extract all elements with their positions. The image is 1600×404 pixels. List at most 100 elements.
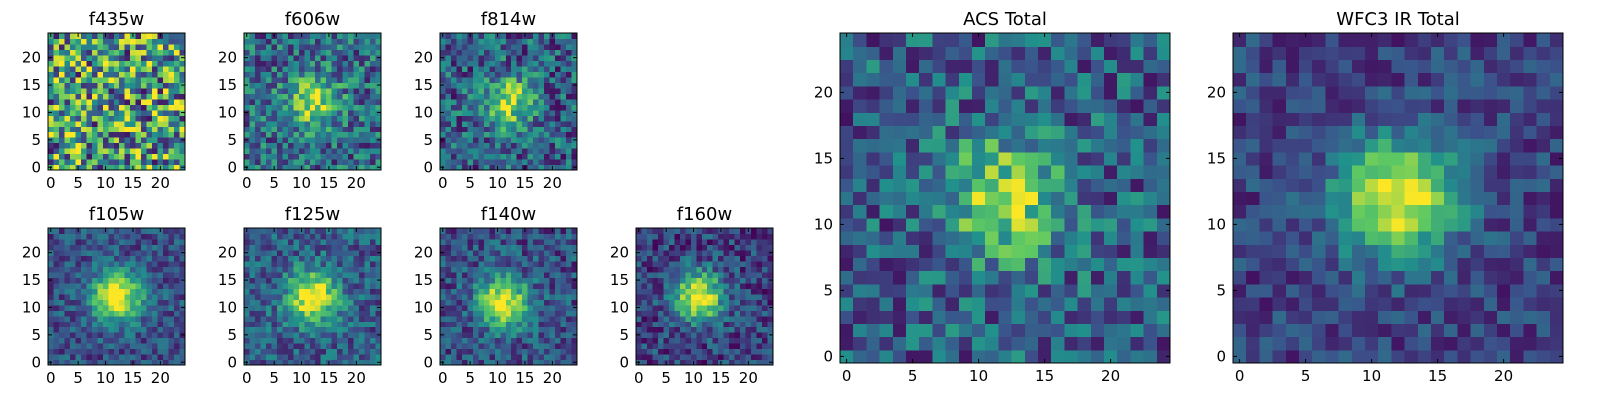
heatmap-cell: [64, 49, 70, 55]
heatmap-cell: [277, 283, 283, 289]
heatmap-cell: [555, 305, 561, 311]
heatmap-cell: [310, 110, 316, 116]
heatmap-cell: [500, 343, 506, 349]
heatmap-cell: [636, 349, 642, 355]
heatmap-cell: [48, 261, 54, 267]
heatmap-cell: [561, 310, 567, 316]
heatmap-cell: [260, 250, 266, 256]
heatmap-cell: [674, 305, 680, 311]
heatmap-cell: [321, 132, 327, 138]
heatmap-cell: [282, 55, 288, 61]
heatmap-cell: [473, 132, 479, 138]
heatmap-cell: [169, 349, 175, 355]
heatmap-cell: [59, 316, 65, 322]
heatmap-cell: [114, 99, 120, 105]
heatmap-cell: [315, 277, 321, 283]
heatmap-cell: [462, 233, 468, 239]
y-tick-label: 0: [31, 353, 41, 371]
heatmap-cell: [271, 283, 277, 289]
heatmap-cell: [880, 297, 894, 311]
heatmap-cell: [506, 343, 512, 349]
heatmap-cell: [932, 178, 946, 192]
heatmap-cell: [359, 159, 365, 165]
heatmap-cell: [249, 327, 255, 333]
heatmap-cell: [680, 255, 686, 261]
heatmap-cell: [555, 261, 561, 267]
heatmap-cell: [92, 126, 98, 132]
heatmap-cell: [282, 294, 288, 300]
heatmap-cell: [566, 250, 572, 256]
heatmap-cell: [972, 310, 986, 324]
heatmap-cell: [282, 159, 288, 165]
heatmap-cell: [647, 316, 653, 322]
heatmap-cell: [462, 327, 468, 333]
heatmap-cell: [893, 165, 907, 179]
heatmap-cell: [718, 310, 724, 316]
heatmap-cell: [81, 88, 87, 94]
heatmap-cell: [506, 126, 512, 132]
heatmap-cell: [561, 327, 567, 333]
heatmap-cell: [866, 257, 880, 271]
heatmap-cell: [271, 288, 277, 294]
heatmap-cell: [260, 137, 266, 143]
heatmap-cell: [81, 71, 87, 77]
heatmap-cell: [473, 93, 479, 99]
heatmap-cell: [92, 38, 98, 44]
heatmap-cell: [348, 332, 354, 338]
heatmap-cell: [1012, 205, 1026, 219]
heatmap-cell: [880, 310, 894, 324]
heatmap-cell: [53, 93, 59, 99]
heatmap-cell: [561, 321, 567, 327]
heatmap-cell: [707, 354, 713, 360]
heatmap-cell: [119, 55, 125, 61]
heatmap-cell: [674, 261, 680, 267]
heatmap-cell: [550, 60, 556, 66]
heatmap-cell: [288, 349, 294, 355]
y-tick-label: 20: [414, 49, 433, 67]
heatmap-cell: [244, 239, 250, 245]
heatmap-cell: [282, 115, 288, 121]
heatmap-cell: [522, 143, 528, 149]
heatmap-cell: [310, 66, 316, 72]
heatmap-cell: [288, 354, 294, 360]
heatmap-cell: [75, 266, 81, 272]
heatmap-cell: [561, 299, 567, 305]
heatmap-cell: [299, 44, 305, 50]
heatmap-cell: [271, 104, 277, 110]
heatmap-cell: [337, 283, 343, 289]
heatmap-cell: [244, 44, 250, 50]
heatmap-cell: [255, 126, 261, 132]
heatmap-cell: [566, 148, 572, 154]
heatmap-cell: [354, 343, 360, 349]
heatmap-cell: [740, 288, 746, 294]
heatmap-cell: [114, 60, 120, 66]
heatmap-cell: [354, 294, 360, 300]
heatmap-cell: [304, 288, 310, 294]
heatmap-cell: [337, 93, 343, 99]
heatmap-cell: [75, 288, 81, 294]
heatmap-cell: [451, 310, 457, 316]
heatmap-cell: [495, 132, 501, 138]
heatmap-cell: [332, 338, 338, 344]
heatmap-cell: [147, 126, 153, 132]
heatmap-cell: [370, 250, 376, 256]
heatmap-cell: [299, 82, 305, 88]
heatmap-cell: [533, 261, 539, 267]
heatmap-cell: [517, 110, 523, 116]
heatmap-cell: [293, 349, 299, 355]
heatmap-cell: [119, 88, 125, 94]
heatmap-cell: [533, 93, 539, 99]
heatmap-cell: [86, 126, 92, 132]
heatmap-cell: [370, 338, 376, 344]
heatmap-cell: [332, 121, 338, 127]
heatmap-cell: [561, 266, 567, 272]
heatmap-cell: [544, 126, 550, 132]
heatmap-cell: [972, 191, 986, 205]
heatmap-cell: [696, 321, 702, 327]
heatmap-cell: [500, 228, 506, 234]
heatmap-cell: [348, 239, 354, 245]
heatmap-cell: [735, 321, 741, 327]
heatmap-cell: [92, 49, 98, 55]
heatmap-cell: [445, 104, 451, 110]
